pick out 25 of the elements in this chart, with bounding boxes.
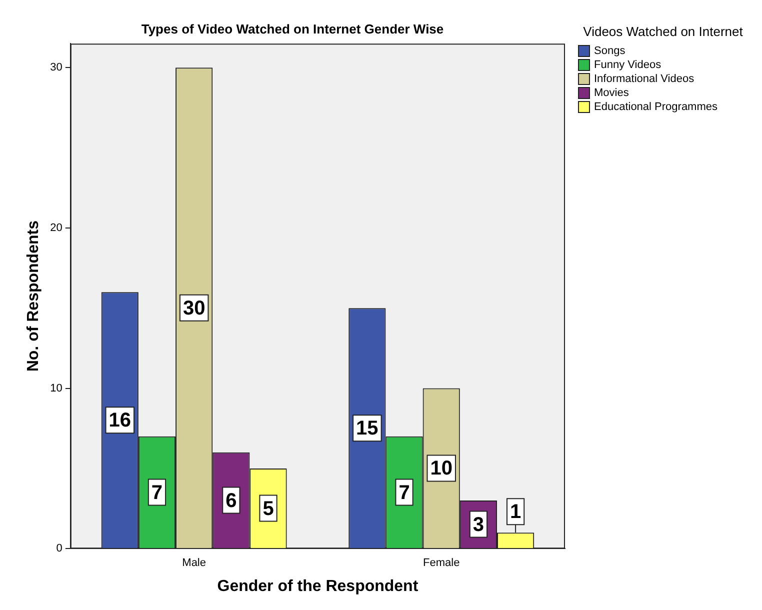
x-axis-title: Gender of the Respondent — [217, 578, 419, 595]
x-tick-label: Male — [182, 557, 206, 570]
data-label: 7 — [151, 482, 163, 504]
legend-label: Movies — [594, 87, 629, 99]
y-axis-title: No. of Respondents — [25, 220, 42, 372]
data-label: 3 — [472, 514, 484, 536]
legend-title: Videos Watched on Internet — [582, 24, 744, 39]
legend-label: Songs — [594, 45, 626, 57]
data-label: 16 — [108, 410, 132, 432]
data-label: 15 — [356, 418, 378, 440]
x-tick-label: Female — [423, 557, 460, 570]
data-label: 1 — [510, 501, 522, 524]
data-label: 10 — [430, 458, 452, 480]
data-label: 5 — [262, 498, 274, 520]
data-label: 7 — [398, 482, 410, 504]
y-tick-label: 20 — [50, 222, 62, 234]
data-label: 30 — [182, 297, 206, 320]
legend-label: Informational Videos — [594, 73, 694, 85]
chart-title: Types of Video Watched on Internet Gender Wise — [141, 21, 444, 36]
y-tick-label: 0 — [56, 542, 62, 555]
legend-label: Educational Programmes — [594, 101, 718, 113]
y-tick-label: 10 — [50, 382, 62, 394]
legend-label: Funny Videos — [594, 59, 662, 71]
data-label: 6 — [226, 490, 237, 512]
y-tick-label: 30 — [50, 62, 62, 74]
